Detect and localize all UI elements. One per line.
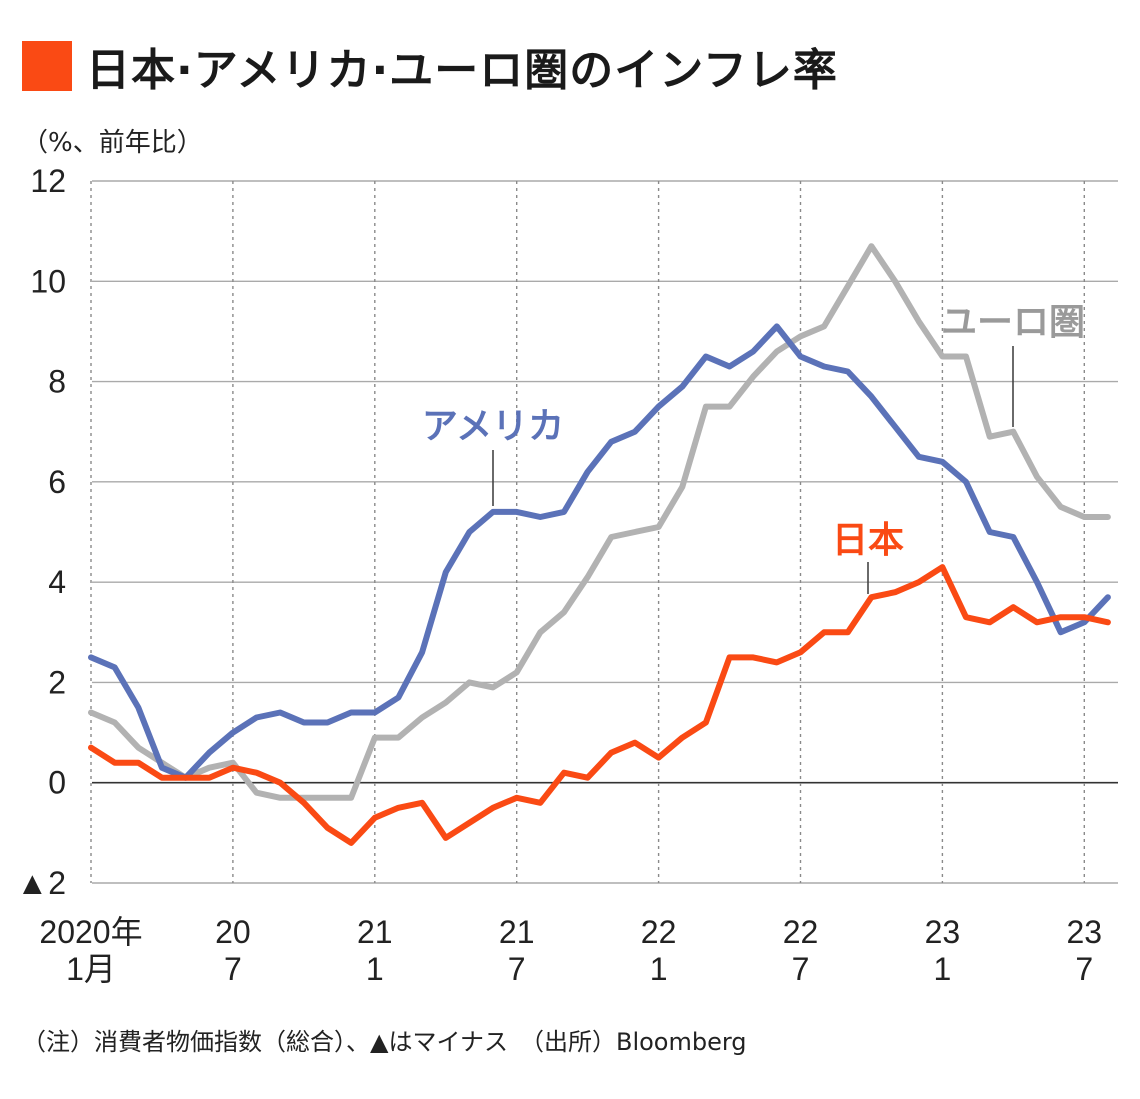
y-tick-label: 12 — [30, 163, 66, 199]
x-tick-label-bottom: 1 — [934, 951, 952, 987]
title-text: 日本·アメリカ·ユーロ圏のインフレ率 — [86, 45, 838, 96]
title-swatch — [22, 41, 72, 91]
x-tick-label-bottom: 1 — [366, 951, 384, 987]
series-line — [88, 564, 1111, 846]
y-tick-label: 8 — [48, 364, 66, 400]
x-tick-label-top: 2020年 — [39, 914, 142, 950]
footnote: （注）消費者物価指数（総合）、▲はマイナス （出所）Bloomberg — [22, 1028, 747, 1056]
y-tick-label: 6 — [48, 464, 66, 500]
x-tick-label-top: 23 — [925, 914, 961, 950]
x-tick-label-top: 23 — [1067, 914, 1103, 950]
x-tick-label-bottom: 7 — [792, 951, 810, 987]
x-tick-label-bottom: 1月 — [66, 951, 116, 987]
series-label: ユーロ圏 — [941, 302, 1085, 343]
x-tick-label-top: 21 — [357, 914, 393, 950]
x-tick-label-top: 20 — [215, 914, 251, 950]
series-layer — [88, 243, 1111, 846]
x-tick-label-top: 21 — [499, 914, 535, 950]
series-line — [88, 243, 1111, 801]
series-label: アメリカ — [422, 406, 564, 447]
series-line — [88, 323, 1111, 781]
y-tick-label: 0 — [48, 765, 66, 801]
y-tick-label: 2 — [48, 664, 66, 700]
x-tick-label-top: 22 — [783, 914, 819, 950]
y-tick-label: 4 — [48, 564, 66, 600]
x-tick-label-bottom: 7 — [224, 951, 242, 987]
x-tick-label-top: 22 — [641, 914, 677, 950]
series-label: 日本 — [832, 520, 904, 561]
y-unit-label: （%、前年比） — [22, 128, 203, 158]
x-tick-label-bottom: 7 — [508, 951, 526, 987]
y-tick-label: ▲2 — [17, 865, 66, 901]
x-tick-label-bottom: 1 — [650, 951, 668, 987]
y-tick-label: 10 — [30, 263, 66, 299]
x-tick-label-bottom: 7 — [1075, 951, 1093, 987]
chart-title: 日本·アメリカ·ユーロ圏のインフレ率 — [22, 36, 838, 96]
